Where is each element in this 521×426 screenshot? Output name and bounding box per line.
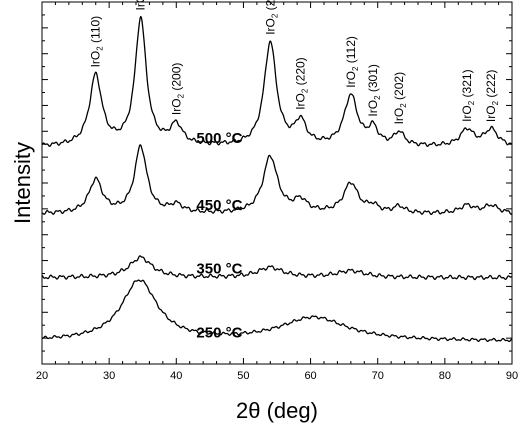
x-tick-label: 70: [372, 370, 384, 382]
series-line: [41, 15, 513, 147]
x-tick-label: 20: [36, 370, 48, 382]
series-label: 450 °C: [196, 197, 242, 214]
series-label: 350 °C: [196, 261, 242, 278]
peak-annotation: IrO2 (202): [392, 72, 408, 124]
peak-annotation: IrO2 (110): [89, 16, 105, 68]
x-tick-label: 50: [237, 370, 249, 382]
x-tick-label: 60: [304, 370, 316, 382]
peak-annotation: IrO2 (321): [460, 69, 476, 121]
x-tick-label: 90: [506, 370, 518, 382]
y-axis-ticks: [42, 1, 512, 365]
peak-annotation: IrO2 (112): [344, 36, 360, 88]
x-axis-title: 2θ (deg): [236, 398, 318, 423]
peak-annotation: IrO2 (220): [294, 57, 310, 109]
peak-annotation: IrO2 (211): [263, 0, 279, 35]
y-axis-title: Intensity: [10, 142, 35, 224]
series-label: 250 °C: [196, 324, 242, 341]
x-axis-tick-labels: 20 30 40 50 60 70 80 90: [36, 370, 518, 382]
x-tick-label: 80: [439, 370, 451, 382]
peak-annotation: IrO2 (222): [484, 70, 500, 122]
x-tick-label: 40: [170, 370, 182, 382]
peak-annotations: IrO2 (110) IrO2 (101) IrO2 (200) IrO2 (211)…: [89, 0, 501, 124]
series-label: 500 °C: [196, 130, 242, 147]
peak-annotation: IrO2 (200): [169, 63, 185, 115]
series-line: [41, 144, 513, 216]
peak-annotation: IrO2 (101): [134, 0, 150, 11]
series-line: [41, 255, 513, 281]
plot-frame: [41, 1, 513, 365]
x-tick-label: 30: [103, 370, 115, 382]
peak-annotation: IrO2 (301): [366, 64, 382, 116]
series-labels: 500 °C 450 °C 350 °C 250 °C: [196, 130, 242, 341]
series-group: [41, 15, 513, 343]
series-line: [41, 279, 513, 343]
x-axis-ticks: [41, 2, 513, 364]
